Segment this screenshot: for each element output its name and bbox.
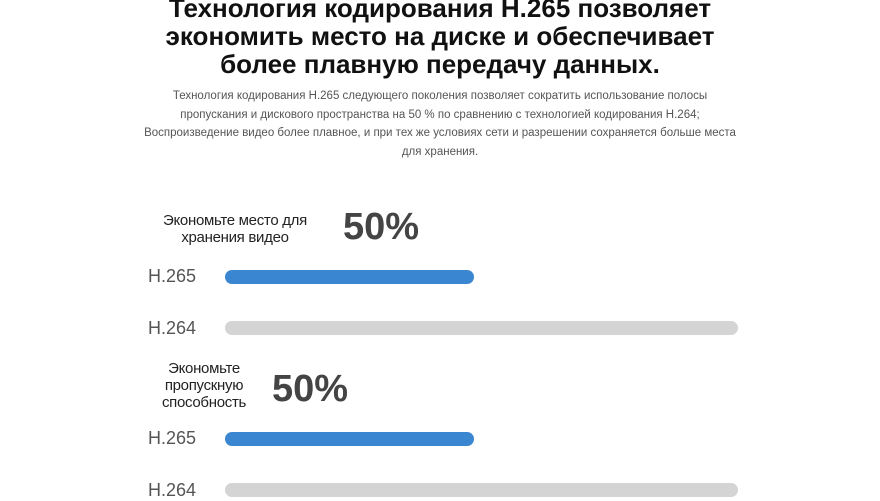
h264-storage-bar xyxy=(225,321,738,335)
codec-label: H.265 xyxy=(148,428,197,448)
codec-label: H.265 xyxy=(148,266,197,286)
label-line: хранения видео xyxy=(181,229,289,246)
description-line: Технология кодирования H.265 следующего … xyxy=(172,90,708,102)
h264-bandwidth-bar xyxy=(225,483,738,497)
label-line: Экономьте место для xyxy=(163,212,307,229)
h265-bandwidth-bar xyxy=(225,432,474,446)
bandwidth-saving-percent: 50% xyxy=(272,368,349,410)
description-line: пропускания и дискового пространства на … xyxy=(180,108,700,121)
label-line: способность xyxy=(161,394,247,411)
page-title: Технология кодирования H.265 позволяет э… xyxy=(0,0,880,78)
description: Технология кодирования H.265 следующего … xyxy=(100,87,780,161)
title-line: Технология кодирования H.265 позволяет xyxy=(168,0,712,23)
label-line: пропускную xyxy=(164,377,244,394)
bandwidth-saving-label: Экономьте пропускную способность xyxy=(150,360,258,411)
description-line: Воспроизведение видео более плавное, и п… xyxy=(144,127,736,139)
description-line: для хранения. xyxy=(401,145,479,158)
title-line: более плавную передачу данных. xyxy=(220,49,660,79)
title-line: экономить место на диске и обеспечивает xyxy=(165,21,715,51)
storage-saving-percent: 50% xyxy=(343,206,420,248)
h265-storage-bar xyxy=(225,270,474,284)
codec-label: H.264 xyxy=(148,480,197,500)
label-line: Экономьте xyxy=(168,360,240,377)
codec-label: H.264 xyxy=(148,318,197,338)
storage-saving-label: Экономьте место для хранения видео xyxy=(150,212,320,246)
